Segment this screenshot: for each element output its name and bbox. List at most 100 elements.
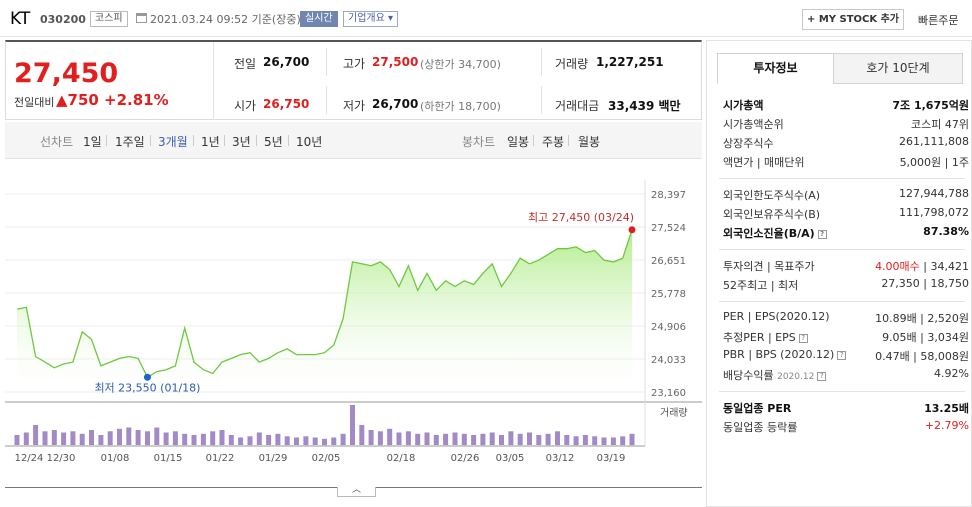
low-point <box>143 373 151 381</box>
volume-bar <box>312 437 318 445</box>
volume-bar <box>601 437 607 445</box>
tab-1day[interactable]: 1일 <box>83 135 102 149</box>
datetime: 2021.03.24 09:52 기준(장중) <box>150 13 301 26</box>
tab-3year[interactable]: 3년 <box>232 135 251 149</box>
shares-row: 상장주식수 261,111,808 <box>723 135 969 154</box>
volume-bar <box>629 433 635 446</box>
foreign-limit-row: 외국인한도주식수(A) 127,944,788 <box>723 187 969 206</box>
pbr-label: PBR | BPS (2020.12)? <box>723 348 847 361</box>
y-tick-label: 24,033 <box>651 355 686 366</box>
volume-bar <box>415 433 421 446</box>
x-tick-label: 12/24 <box>15 453 44 464</box>
volume-bar <box>527 432 532 445</box>
sector-change-row[interactable]: 동일업종 등락률 +2.79% <box>723 419 969 438</box>
pbr-value: 0.47배 | 58,008원 <box>875 350 969 363</box>
sector-per-label: 동일업종 PER <box>723 402 792 415</box>
tab-3month[interactable]: 3개월 <box>158 135 188 149</box>
volume-bar <box>610 437 616 445</box>
volume-bar <box>387 428 393 446</box>
divider <box>541 48 542 76</box>
volume-bar <box>284 436 290 446</box>
y-tick-label: 28,397 <box>651 190 686 201</box>
opinion-row: 투자의견 | 목표주가 4.00매수 | 34,421 <box>723 258 969 277</box>
volume-bar <box>368 430 374 445</box>
lower-limit: (하한가 18,700) <box>420 100 501 113</box>
x-tick-label: 01/15 <box>154 453 183 464</box>
open-value: 26,750 <box>263 97 310 111</box>
high-label: 고가 <box>343 57 366 71</box>
tab-orderbook-10[interactable]: 호가 10단계 <box>833 53 963 84</box>
est-per-row: 추정PER | EPS? 9.05배 | 3,034원 <box>723 329 969 348</box>
amount-label: 거래대금 <box>555 99 600 113</box>
sector-per-row[interactable]: 동일업종 PER 13.25배 <box>723 400 969 419</box>
volume-bar <box>70 431 76 446</box>
x-tick-label: 12/30 <box>47 453 76 464</box>
period-tabs: 선차트 1일 1주일 3개월 1년 3년 5년 10년 봉차트 일봉 주봉 월봉 <box>5 122 702 159</box>
volume-label: 거래량 <box>660 407 688 419</box>
tab-weekly-candle[interactable]: 주봉 <box>542 135 565 149</box>
price-chart[interactable]: 28,397 27,524 26,651 25,778 24,906 24,033 23,1… <box>5 160 702 490</box>
volume-bar <box>210 431 216 446</box>
dividend-value: 4.92% <box>934 367 969 380</box>
help-icon[interactable]: ? <box>817 372 827 381</box>
volume-bar <box>350 405 355 445</box>
y-tick-label: 23,160 <box>651 388 686 399</box>
divider <box>541 86 542 114</box>
volume-bar <box>145 431 150 446</box>
company-info-dropdown[interactable]: 기업개요 ▾ <box>343 11 398 27</box>
market-cap-value: 7조 1,675억원 <box>892 99 969 112</box>
volume-bar <box>471 435 477 445</box>
tab-10year[interactable]: 10년 <box>296 135 323 149</box>
est-per-value: 9.05배 | 3,034원 <box>882 331 969 344</box>
expand-chart-button[interactable]: ︿ <box>337 486 376 497</box>
volume-bar <box>517 433 523 446</box>
tab-1year[interactable]: 1년 <box>201 135 220 149</box>
help-icon[interactable]: ? <box>837 351 847 360</box>
add-my-stock-button[interactable]: + MY STOCK 추가 <box>802 9 904 30</box>
volume-bar <box>266 435 272 445</box>
tab-daily-candle[interactable]: 일봉 <box>507 135 530 149</box>
upper-limit: (상한가 34,700) <box>420 58 501 71</box>
x-tick-label: 03/19 <box>597 453 626 464</box>
volume-bar <box>247 436 253 446</box>
low-label: 저가 <box>343 99 366 113</box>
help-icon[interactable]: ? <box>817 230 827 239</box>
volume-bar <box>508 431 514 446</box>
low-annotation: 최저 23,550 (01/18) <box>94 381 200 394</box>
volume-bar <box>443 433 449 446</box>
help-icon[interactable]: ? <box>798 334 808 343</box>
header: KT 030200 코스피 2021.03.24 09:52 기준(장중) 실시… <box>0 0 972 37</box>
divider <box>326 48 327 76</box>
volume-bar <box>592 436 598 446</box>
tab-monthly-candle[interactable]: 월봉 <box>578 135 601 149</box>
x-tick-label: 03/12 <box>546 453 575 464</box>
volume-bar <box>79 433 85 446</box>
tab-5year[interactable]: 5년 <box>264 135 283 149</box>
price-area <box>17 229 632 392</box>
x-tick-label: 02/05 <box>312 453 341 464</box>
tab-investment-info[interactable]: 투자정보 <box>717 53 834 84</box>
volume-bar <box>51 430 57 445</box>
x-tick-label: 03/05 <box>496 453 525 464</box>
volume-bar <box>620 436 626 446</box>
volume-bar <box>564 435 570 445</box>
foreign-hold-value: 111,798,072 <box>899 206 969 219</box>
prev-close-value: 26,700 <box>263 55 310 69</box>
calendar-icon <box>136 13 147 23</box>
rank-row[interactable]: 시가총액순위 코스피 47위 <box>723 116 969 135</box>
volume-bar <box>405 431 411 446</box>
stock-code: 030200 <box>40 13 86 26</box>
rank-label: 시가총액순위 <box>723 118 784 131</box>
per-label: PER | EPS(2020.12) <box>723 310 830 323</box>
market-cap-label: 시가총액 <box>723 99 764 112</box>
volume-bar <box>359 425 365 445</box>
volume-bar <box>182 433 188 446</box>
line-chart-label: 선차트 <box>40 135 74 149</box>
quick-order-link[interactable]: 빠른주문 <box>918 14 959 27</box>
volume-bar <box>238 437 244 445</box>
volume-bar <box>117 428 122 446</box>
low-value: 26,700 <box>372 97 419 111</box>
dividend-row: 배당수익률 2020.12? 4.92% <box>723 367 969 386</box>
tab-1week[interactable]: 1주일 <box>115 135 145 149</box>
volume-bar <box>424 432 430 445</box>
